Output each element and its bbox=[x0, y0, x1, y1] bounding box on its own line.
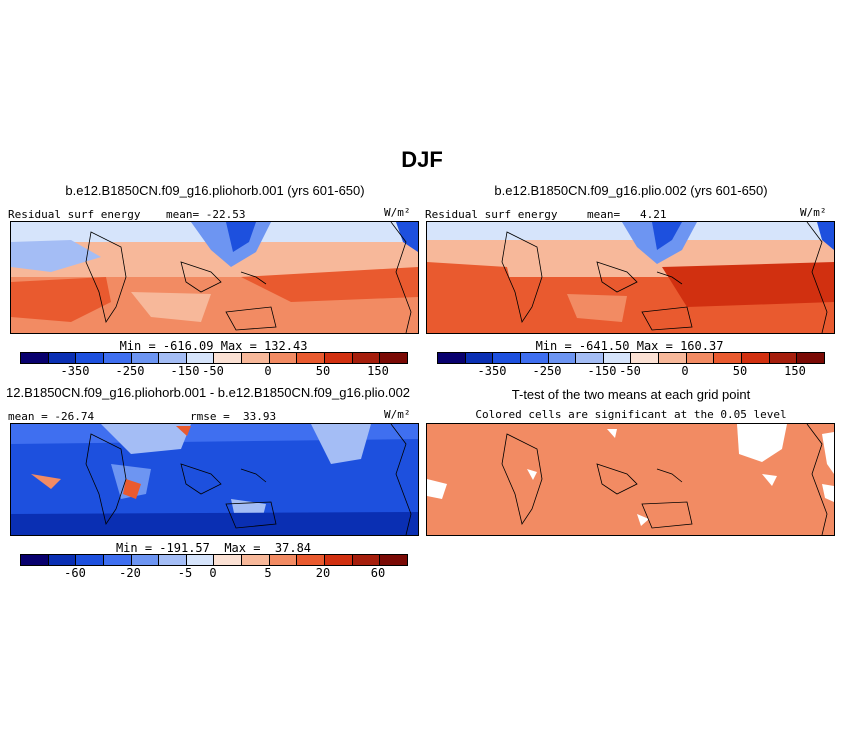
panel3-map-field bbox=[11, 424, 418, 535]
tick-label: -60 bbox=[64, 566, 86, 580]
panel1-colorbar-ticks: -350 -250 -150 -50 0 50 150 bbox=[20, 364, 406, 378]
tick-label: 50 bbox=[732, 364, 748, 378]
tick-label: 50 bbox=[315, 364, 331, 378]
tick-label: 0 bbox=[209, 566, 217, 580]
panel3-colorbar-ticks: -60 -20 -5 0 5 20 60 bbox=[20, 566, 406, 580]
tick-label: -150 bbox=[170, 364, 200, 378]
panel4-title: T-test of the two means at each grid poi… bbox=[511, 387, 751, 402]
panel2-map bbox=[426, 221, 835, 334]
panel3-minmax: Min = -191.57 Max = 37.84 bbox=[115, 541, 312, 555]
tick-label: -150 bbox=[587, 364, 617, 378]
tick-label: -50 bbox=[202, 364, 224, 378]
panel3-map bbox=[10, 423, 419, 536]
panel4-map bbox=[426, 423, 835, 536]
panel2-variable-label: Residual surf energy bbox=[425, 208, 558, 221]
panel2-mean-label: mean= 4.21 bbox=[587, 208, 667, 221]
panel3-mean-label: mean = -26.74 bbox=[8, 410, 95, 423]
panel1-colorbar bbox=[20, 352, 408, 364]
panel4-map-field bbox=[427, 424, 834, 535]
tick-label: 0 bbox=[264, 364, 272, 378]
panel3-title: 12.B1850CN.f09_g16.pliohorb.001 - b.e12.… bbox=[6, 385, 411, 400]
panel1-map bbox=[10, 221, 419, 334]
panel2-colorbar bbox=[437, 352, 825, 364]
tick-label: -50 bbox=[619, 364, 641, 378]
panel2-colorbar-ticks: -350 -250 -150 -50 0 50 150 bbox=[437, 364, 823, 378]
tick-label: 60 bbox=[370, 566, 386, 580]
panel1-title: b.e12.B1850CN.f09_g16.pliohorb.001 (yrs … bbox=[65, 183, 365, 198]
panel2-title: b.e12.B1850CN.f09_g16.plio.002 (yrs 601-… bbox=[494, 183, 768, 198]
panel1-variable-label: Residual surf energy bbox=[8, 208, 141, 221]
panel1-units-label: W/m² bbox=[384, 206, 411, 219]
figure-title: DJF bbox=[401, 147, 443, 172]
tick-label: -250 bbox=[532, 364, 562, 378]
tick-label: -20 bbox=[119, 566, 141, 580]
panel3-units-label: W/m² bbox=[384, 408, 411, 421]
tick-label: 0 bbox=[681, 364, 689, 378]
panel4-subtitle: Colored cells are significant at the 0.0… bbox=[475, 408, 787, 421]
panel2-minmax: Min = -641.50 Max = 160.37 bbox=[535, 339, 724, 353]
tick-label: -350 bbox=[60, 364, 90, 378]
panel2-units-label: W/m² bbox=[800, 206, 827, 219]
panel1-minmax: Min = -616.09 Max = 132.43 bbox=[119, 339, 308, 353]
panel3-colorbar bbox=[20, 554, 408, 566]
panel1-map-field bbox=[11, 222, 418, 333]
tick-label: 150 bbox=[784, 364, 806, 378]
panel3-rmse-label: rmse = 33.93 bbox=[190, 410, 277, 423]
tick-label: 5 bbox=[264, 566, 272, 580]
tick-label: 20 bbox=[315, 566, 331, 580]
panel1-mean-label: mean= -22.53 bbox=[166, 208, 246, 221]
tick-label: -350 bbox=[477, 364, 507, 378]
tick-label: -250 bbox=[115, 364, 145, 378]
tick-label: 150 bbox=[367, 364, 389, 378]
panel2-map-field bbox=[427, 222, 834, 333]
tick-label: -5 bbox=[177, 566, 193, 580]
